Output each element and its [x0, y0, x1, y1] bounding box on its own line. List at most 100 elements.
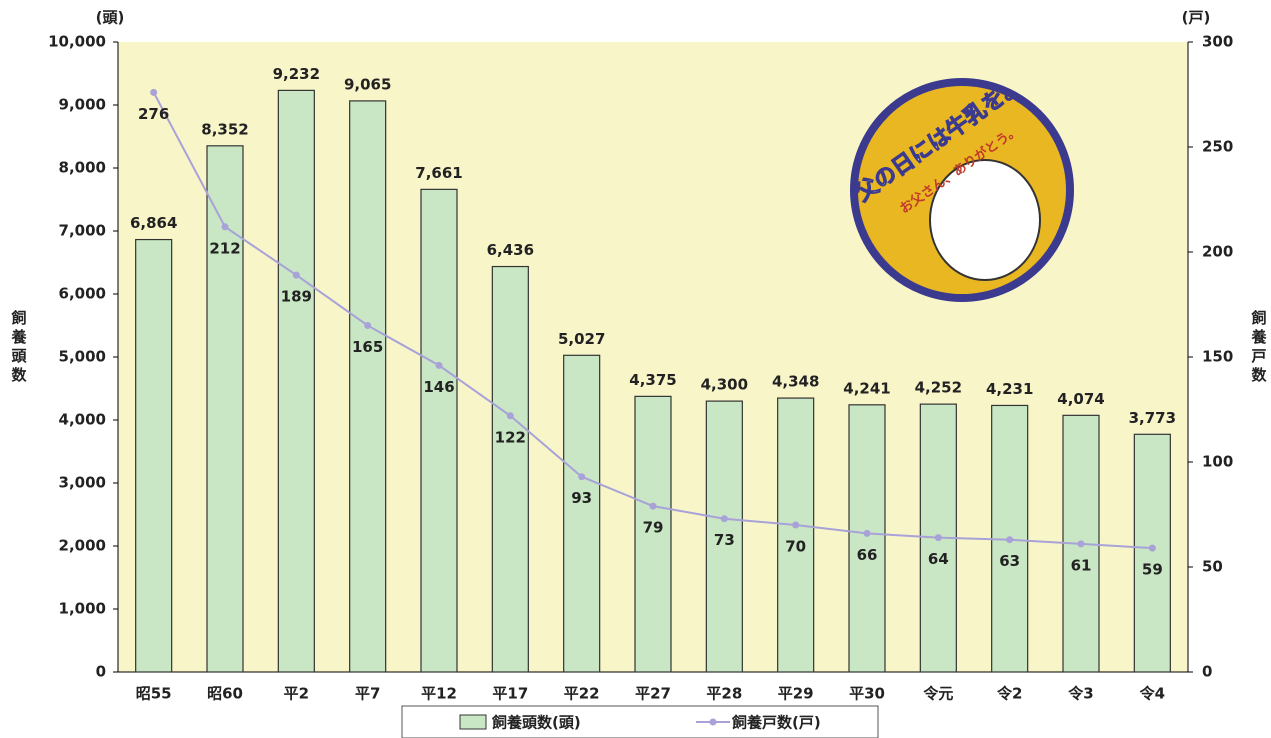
bar-value-label: 4,375 [629, 371, 676, 389]
x-tick-label: 昭60 [207, 685, 243, 703]
bar [563, 354, 601, 673]
line-point [1077, 540, 1085, 548]
bar-value-label: 4,252 [915, 379, 962, 397]
line-point [1006, 536, 1014, 544]
x-tick-label: 平27 [635, 685, 671, 703]
bar [206, 145, 244, 673]
legend-label: 飼養戸数(戸) [731, 714, 821, 732]
bar-value-label: 9,232 [273, 65, 320, 83]
bar-value-label: 4,231 [986, 380, 1033, 398]
y2-tick-label: 150 [1202, 348, 1233, 366]
bar-value-label: 8,352 [201, 120, 248, 138]
line-value-label: 64 [928, 550, 949, 568]
legend-swatch [459, 714, 487, 730]
line-value-label: 79 [643, 519, 664, 537]
bar-value-label: 5,027 [558, 330, 605, 348]
line-point [364, 322, 372, 329]
y-tick-label: 1,000 [59, 600, 106, 618]
y-tick-label: 0 [96, 663, 106, 681]
line-point [506, 412, 514, 420]
bar [135, 238, 173, 673]
y-unit: (頭) [96, 9, 125, 27]
line-value-label: 93 [571, 489, 592, 507]
line-value-label: 61 [1071, 556, 1092, 574]
y2-tick-label: 250 [1202, 138, 1233, 156]
legend-label: 飼養頭数(頭) [491, 714, 581, 732]
line-value-label: 122 [495, 428, 526, 446]
y2-unit: (戸) [1182, 9, 1211, 27]
bar-value-label: 4,074 [1057, 390, 1104, 408]
y2-tick-label: 0 [1202, 663, 1212, 681]
line-point [150, 88, 158, 96]
line-point [435, 361, 443, 369]
x-tick-label: 令3 [1068, 685, 1093, 703]
x-tick-label: 平2 [284, 685, 309, 703]
bar-value-label: 3,773 [1129, 409, 1176, 427]
x-tick-label: 平17 [492, 685, 528, 703]
bar [848, 404, 886, 673]
line-point [1148, 544, 1156, 552]
bar-value-label: 4,300 [701, 376, 748, 394]
y-tick-label: 8,000 [59, 159, 106, 177]
x-tick-label: 平30 [849, 685, 885, 703]
y2-axis-title: 飼養戸数 [1250, 309, 1268, 386]
y-tick-label: 10,000 [48, 33, 106, 51]
x-tick-label: 平22 [564, 685, 600, 703]
bar-value-label: 7,661 [415, 164, 462, 182]
line-point [720, 515, 728, 523]
y-tick-label: 7,000 [59, 222, 106, 240]
x-tick-label: 令4 [1140, 685, 1165, 703]
x-tick-label: 平12 [421, 685, 457, 703]
line-value-label: 73 [714, 531, 735, 549]
bar-value-label: 6,864 [130, 214, 177, 232]
line-value-label: 63 [999, 552, 1020, 570]
line-value-label: 66 [857, 546, 878, 564]
line-point [578, 473, 586, 481]
badge-cow [929, 159, 1041, 281]
x-tick-label: 平28 [706, 685, 742, 703]
bar [705, 400, 743, 673]
line-value-label: 212 [209, 239, 240, 257]
x-tick-label: 平7 [355, 685, 380, 703]
y-tick-label: 9,000 [59, 96, 106, 114]
x-tick-label: 令2 [997, 685, 1022, 703]
line-value-label: 70 [785, 538, 806, 556]
bar [349, 100, 387, 673]
y2-tick-label: 50 [1202, 558, 1223, 576]
legend-box [401, 705, 879, 738]
bar-value-label: 9,065 [344, 75, 391, 93]
line-value-label: 146 [423, 378, 454, 396]
x-tick-label: 令元 [923, 685, 953, 703]
line-point [934, 534, 942, 542]
bar [491, 265, 529, 673]
bar [634, 395, 672, 673]
line-point [292, 271, 300, 279]
bar [777, 397, 815, 673]
legend-swatch-dot [709, 718, 717, 726]
bar-value-label: 4,348 [772, 373, 819, 391]
y-tick-label: 5,000 [59, 348, 106, 366]
bar [1133, 433, 1171, 673]
y-tick-label: 3,000 [59, 474, 106, 492]
line-point [863, 529, 871, 537]
y-axis-title: 飼養頭数 [10, 309, 28, 386]
legend [401, 705, 879, 738]
y2-tick-label: 200 [1202, 243, 1233, 261]
y-tick-label: 6,000 [59, 285, 106, 303]
y-tick-label: 4,000 [59, 411, 106, 429]
y-tick-label: 2,000 [59, 537, 106, 555]
bar [420, 188, 458, 673]
line-value-label: 59 [1142, 561, 1163, 579]
bar-value-label: 4,241 [843, 379, 890, 397]
bar [277, 89, 315, 673]
y2-tick-label: 300 [1202, 33, 1233, 51]
line-value-label: 165 [352, 338, 383, 356]
x-tick-label: 平29 [778, 685, 814, 703]
line-point [221, 223, 229, 231]
x-tick-label: 昭55 [136, 685, 172, 703]
y2-tick-label: 100 [1202, 453, 1233, 471]
line-value-label: 276 [138, 105, 169, 123]
line-point [649, 502, 657, 510]
line-point [792, 521, 800, 529]
